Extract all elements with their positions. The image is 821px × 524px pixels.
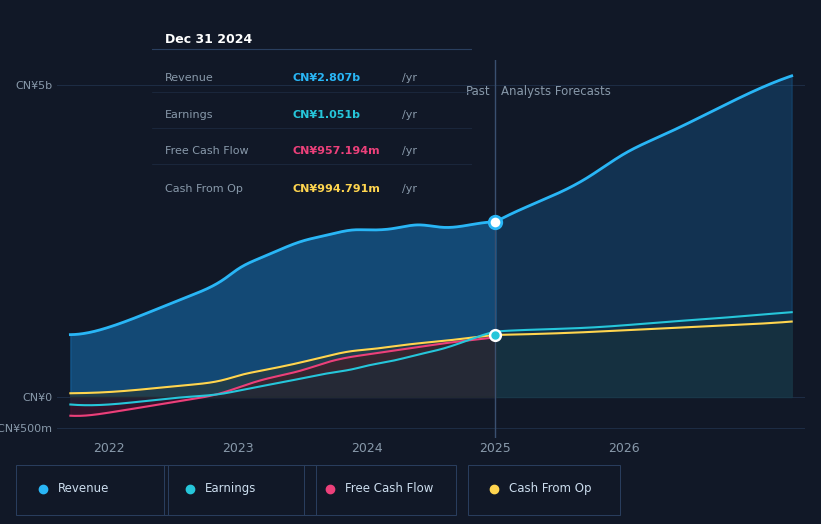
Text: /yr: /yr: [401, 73, 416, 83]
Text: Dec 31 2024: Dec 31 2024: [165, 33, 252, 46]
Text: Cash From Op: Cash From Op: [165, 184, 242, 194]
Text: Free Cash Flow: Free Cash Flow: [345, 482, 433, 495]
Text: CN¥1.051b: CN¥1.051b: [293, 110, 360, 119]
Text: Cash From Op: Cash From Op: [509, 482, 591, 495]
Text: CN¥957.194m: CN¥957.194m: [293, 146, 380, 156]
Text: CN¥994.791m: CN¥994.791m: [293, 184, 381, 194]
Text: Past: Past: [466, 85, 490, 98]
Text: /yr: /yr: [401, 146, 416, 156]
Text: Analysts Forecasts: Analysts Forecasts: [501, 85, 611, 98]
Text: /yr: /yr: [401, 110, 416, 119]
Text: Earnings: Earnings: [165, 110, 213, 119]
Text: /yr: /yr: [401, 184, 416, 194]
Text: Revenue: Revenue: [57, 482, 109, 495]
Text: Earnings: Earnings: [205, 482, 257, 495]
Text: Free Cash Flow: Free Cash Flow: [165, 146, 248, 156]
Text: CN¥2.807b: CN¥2.807b: [293, 73, 361, 83]
Text: Revenue: Revenue: [165, 73, 213, 83]
